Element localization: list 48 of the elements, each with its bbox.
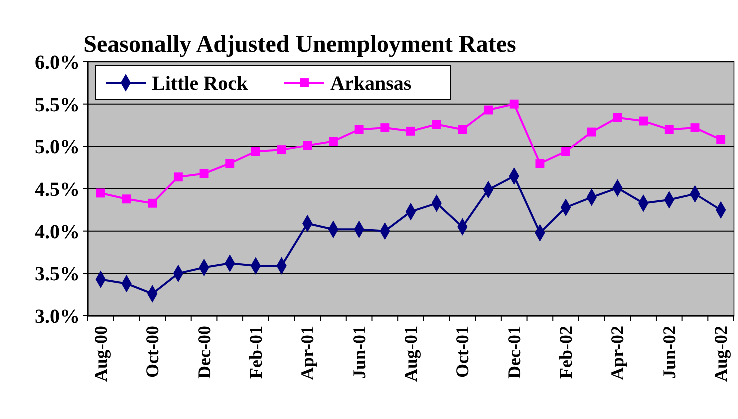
point xyxy=(664,125,674,134)
point xyxy=(639,116,648,126)
x-tick-label: Oct-00 xyxy=(142,326,163,378)
point xyxy=(536,159,545,168)
x-tick-label: Apr-01 xyxy=(298,326,318,380)
y-tick-label: 6.0% xyxy=(35,52,80,74)
point xyxy=(277,146,286,155)
point xyxy=(303,141,312,150)
point xyxy=(380,124,390,133)
legend-label: Little Rock xyxy=(152,73,249,95)
x-tick-label: Apr-02 xyxy=(608,326,628,380)
point xyxy=(587,128,596,137)
point xyxy=(510,100,519,109)
y-tick-label: 3.0% xyxy=(35,306,80,328)
point xyxy=(148,198,158,208)
y-tick-label: 5.5% xyxy=(35,94,80,116)
point xyxy=(226,159,235,168)
y-tick-label: 4.0% xyxy=(35,221,80,244)
point xyxy=(406,126,416,136)
x-tick-label: Jun-02 xyxy=(659,326,680,380)
point xyxy=(200,169,209,178)
point xyxy=(458,125,468,134)
point xyxy=(690,124,700,133)
point xyxy=(484,106,493,115)
y-tick-label: 5.0% xyxy=(35,136,80,159)
x-tick-label: Jun-01 xyxy=(349,326,370,380)
point xyxy=(716,135,726,144)
x-tick-label: Oct-01 xyxy=(452,326,473,378)
point xyxy=(562,147,571,156)
x-tick-label: Feb-01 xyxy=(246,326,266,379)
point xyxy=(432,120,442,130)
point xyxy=(174,172,183,182)
point xyxy=(96,188,106,198)
point xyxy=(122,194,132,204)
y-tick-label: 3.5% xyxy=(35,264,80,286)
legend-label: Arkansas xyxy=(330,73,412,95)
x-tick-label: Aug-00 xyxy=(90,326,111,382)
x-tick-label: Feb-02 xyxy=(556,326,576,379)
chart-title: Seasonally Adjusted Unemployment Rates xyxy=(84,32,516,58)
x-tick-label: Dec-00 xyxy=(194,326,214,379)
x-tick-label: Dec-01 xyxy=(504,326,524,379)
y-tick-label: 4.5% xyxy=(35,179,80,201)
point xyxy=(613,113,622,122)
x-tick-label: Aug-02 xyxy=(711,326,732,382)
point xyxy=(329,137,338,146)
point xyxy=(251,147,260,156)
x-tick-label: Aug-01 xyxy=(401,326,421,382)
point xyxy=(354,125,364,134)
